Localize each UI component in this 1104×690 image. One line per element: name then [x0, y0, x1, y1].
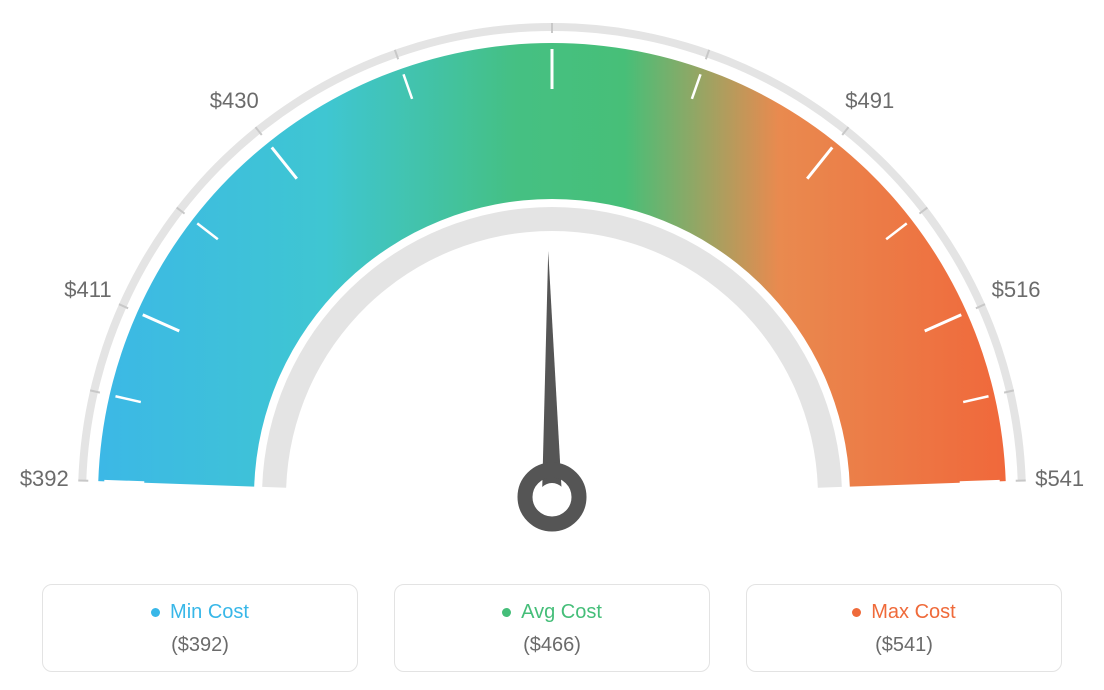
chart-container: $392 $411 $430 $466 $491 $516 $541 Min Cost ($3… [0, 0, 1104, 690]
legend-card: Avg Cost ($466) [394, 584, 710, 672]
scale-label: $392 [20, 466, 69, 492]
scale-label: $491 [845, 88, 894, 114]
gauge-area: $392 $411 $430 $466 $491 $516 $541 [0, 0, 1104, 555]
legend-label-row: Avg Cost [502, 601, 602, 624]
legend-card: Max Cost ($541) [746, 584, 1062, 672]
legend-dot-icon [502, 608, 511, 617]
legend-value: ($541) [757, 634, 1051, 657]
scale-label: $411 [64, 277, 111, 303]
scale-label: $430 [210, 88, 259, 114]
legend-value: ($466) [405, 634, 699, 657]
legend-label-row: Min Cost [151, 601, 249, 624]
legend-dot-icon [852, 608, 861, 617]
legend-label: Min Cost [170, 601, 249, 624]
legend-value: ($392) [53, 634, 347, 657]
legend-label-row: Max Cost [852, 601, 955, 624]
legend-card: Min Cost ($392) [42, 584, 358, 672]
scale-label: $466 [528, 0, 577, 2]
legend-label: Max Cost [871, 601, 955, 624]
scale-label: $541 [1035, 466, 1084, 492]
gauge-svg [0, 0, 1104, 555]
legend-dot-icon [151, 608, 160, 617]
legend-row: Min Cost ($392) Avg Cost ($466) Max Cost ($54… [0, 584, 1104, 672]
legend-label: Avg Cost [521, 601, 602, 624]
scale-label: $516 [992, 277, 1041, 303]
